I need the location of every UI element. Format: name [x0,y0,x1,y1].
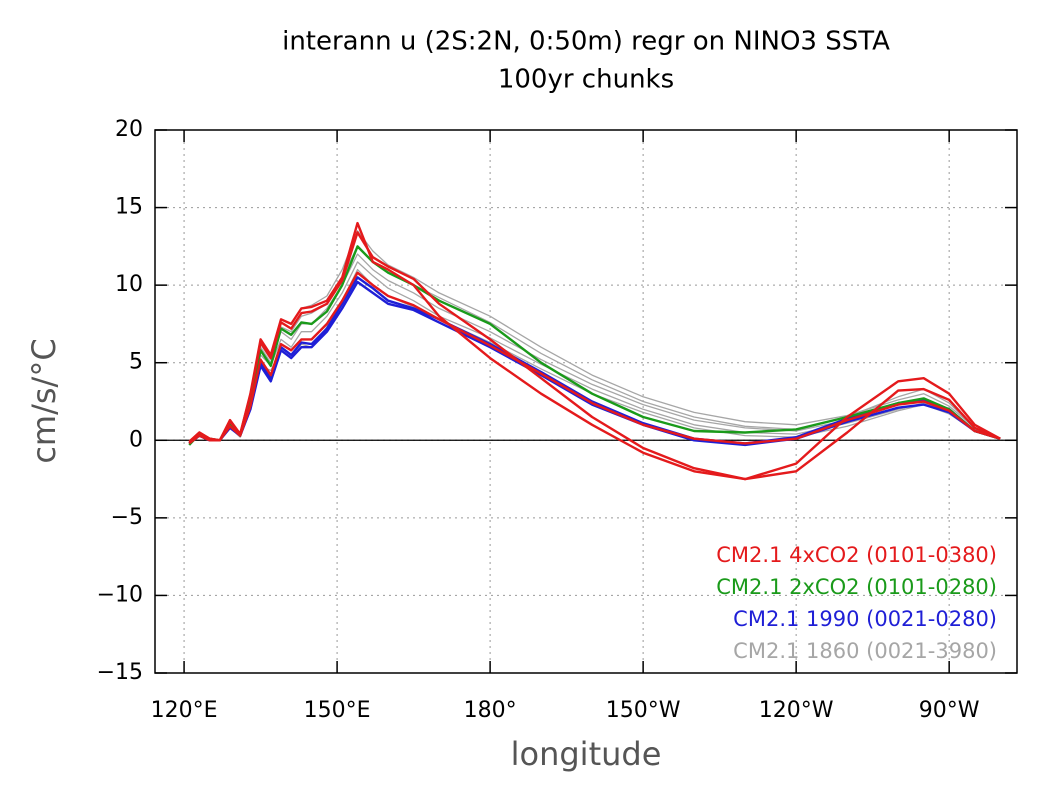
y-tick-label: −5 [111,505,143,530]
x-tick-label: 150°W [606,698,681,723]
x-tick-label: 90°W [919,698,980,723]
y-tick-label: 5 [129,350,143,375]
y-tick-label: −15 [97,660,143,685]
series-line [188,231,1001,481]
y-tick-label: 20 [115,117,143,142]
y-tick-label: 10 [115,272,143,297]
x-axis-label: longitude [511,735,662,773]
chart-subtitle: 100yr chunks [498,65,674,95]
x-tick-label: 150°E [304,698,371,723]
legend-label: CM2.1 1860 (0021-3980) [733,639,997,663]
series-line [188,271,1001,445]
legend-label: CM2.1 2xCO2 (0101-0280) [716,575,997,599]
plot-frame [154,129,1018,674]
y-axis-label: cm/s/°C [25,338,63,463]
legend-label: CM2.1 1990 (0021-0280) [733,607,997,631]
y-tick-label: 0 [129,427,143,452]
y-tick-label: 15 [115,195,143,220]
chart-title: interann u (2S:2N, 0:50m) regr on NINO3 … [282,27,890,57]
legend-label: CM2.1 4xCO2 (0101-0380) [716,543,997,567]
y-tick-label: −10 [97,582,143,607]
x-tick-label: 120°W [759,698,834,723]
x-tick-label: 180° [464,698,517,723]
x-tick-label: 120°E [151,698,218,723]
